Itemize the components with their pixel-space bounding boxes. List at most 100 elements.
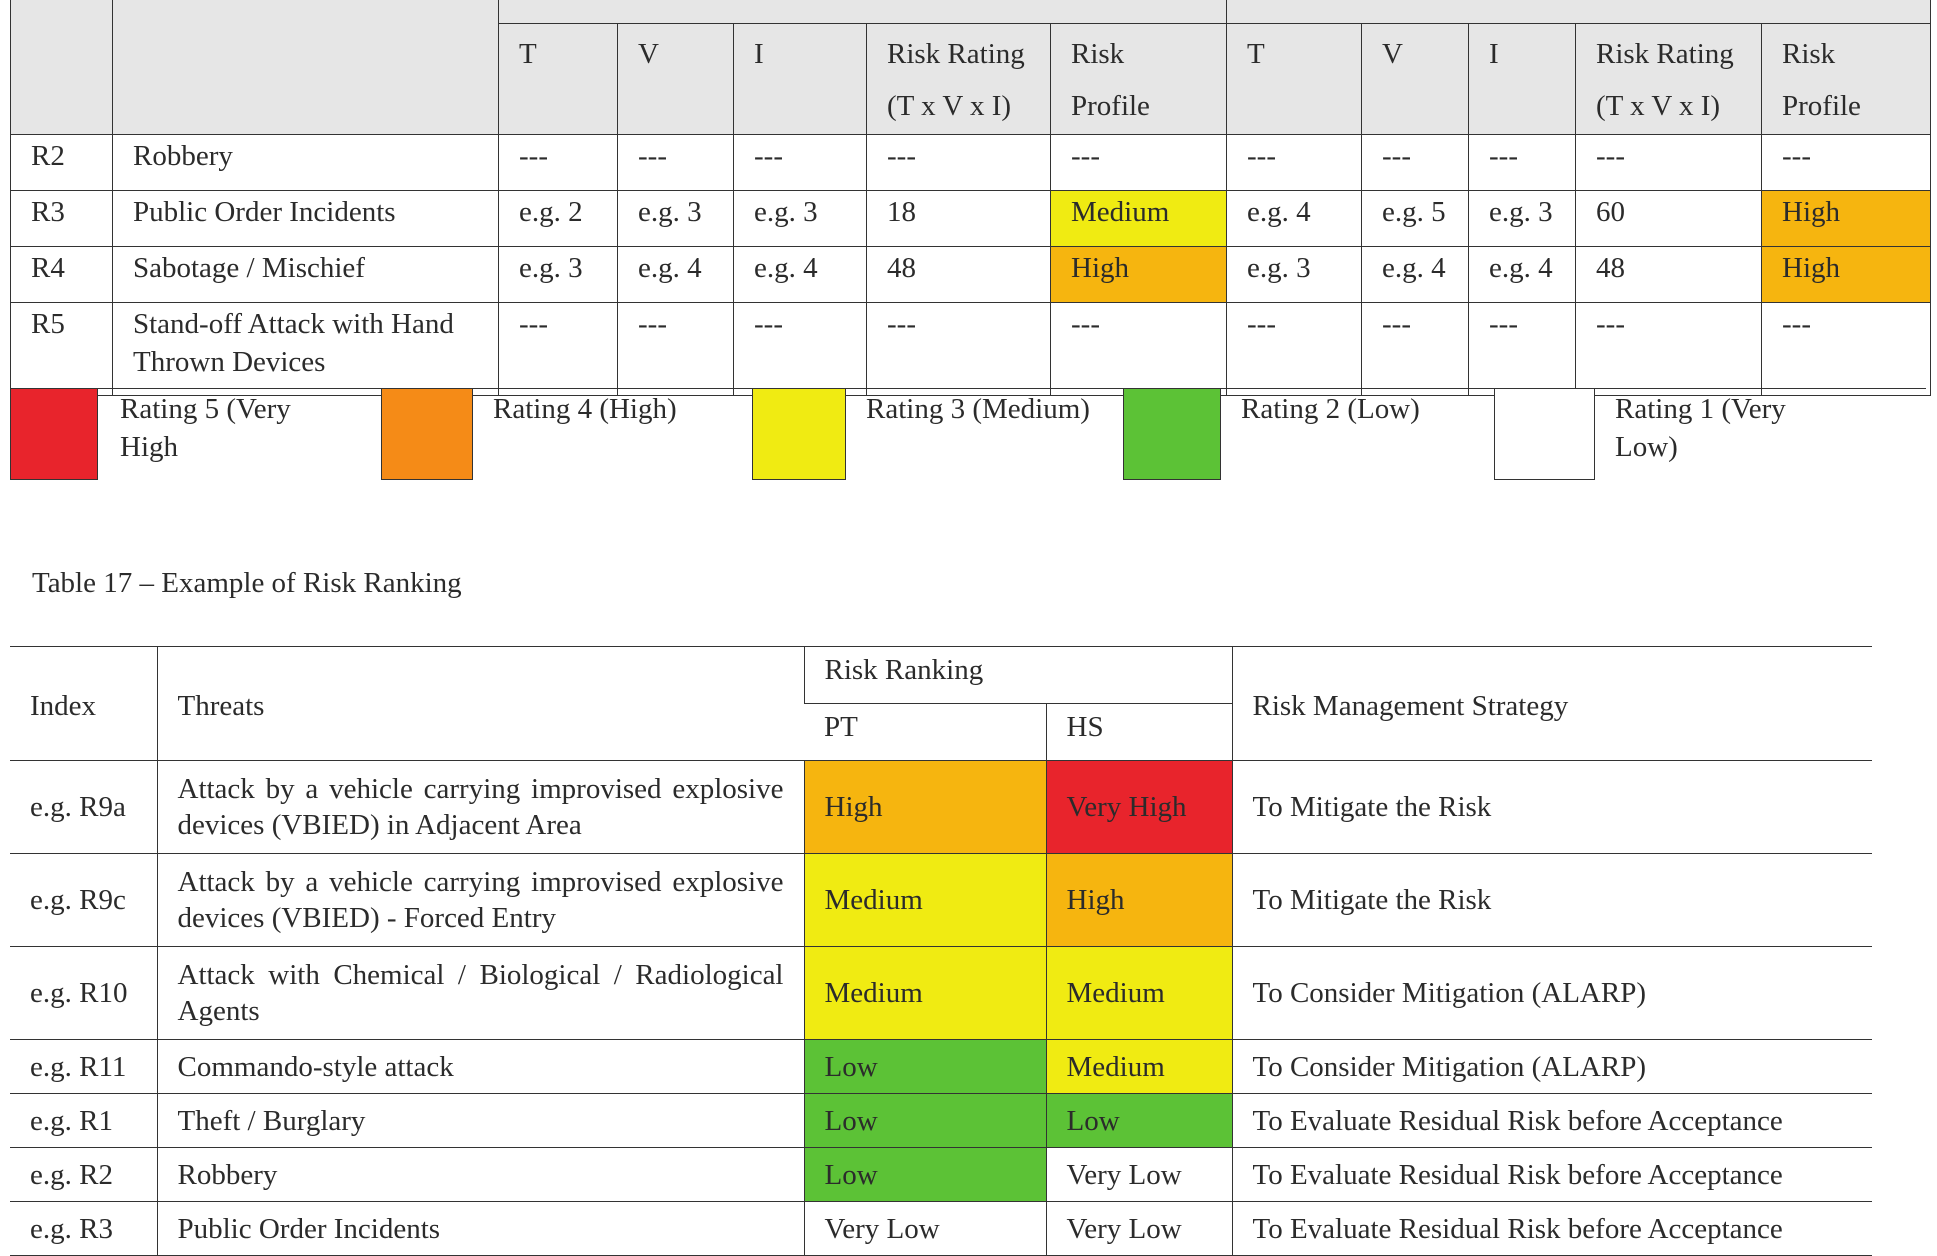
header-risk-ranking: Risk Ranking [803, 646, 1232, 704]
legend-label-very-low: Rating 1 (Very Low) [1615, 390, 1786, 466]
pt-cell: High [803, 760, 1046, 854]
header-hs: HS [1045, 703, 1232, 761]
strategy-cell: To Consider Mitigation (ALARP) [1231, 946, 1872, 1040]
pt-v-cell: e.g. 4 [617, 246, 734, 303]
pt-profile-cell: --- [1050, 302, 1227, 396]
index-cell: e.g. R11 [10, 1039, 157, 1094]
rating-legend: Rating 5 (Very High Rating 4 (High) Ratin… [10, 388, 1926, 480]
header-hs-risk-profile: Risk Profile [1760, 23, 1932, 135]
legend-label-very-high: Rating 5 (Very High [120, 390, 291, 466]
header-hs-risk-rating: Risk Rating (T x V x I) [1575, 23, 1762, 135]
hs-rating-cell: --- [1575, 302, 1762, 396]
table-row: e.g. R10 Attack with Chemical / Biologic… [10, 946, 1872, 1040]
header-sno: S/No. [10, 0, 113, 135]
threat-cell: Public Order Incidents [156, 1201, 804, 1256]
legend-swatch-very-low [1494, 388, 1595, 480]
pt-rating-cell: --- [866, 134, 1051, 191]
header-pt-risk-rating: Risk Rating (T x V x I) [866, 23, 1051, 135]
header-text: Risk [1071, 38, 1125, 70]
threat-cell: Stand-off Attack with Hand Thrown Devices [112, 302, 499, 396]
header-pt-v: V [617, 23, 734, 135]
pt-t-cell: --- [498, 302, 618, 396]
hs-i-cell: e.g. 3 [1468, 190, 1576, 247]
strategy-cell: To Mitigate the Risk [1231, 760, 1872, 854]
hs-profile-cell: High [1760, 190, 1932, 247]
hs-v-cell: e.g. 4 [1361, 246, 1469, 303]
legend-swatch-very-high [10, 388, 98, 480]
hs-cell: Very Low [1045, 1147, 1232, 1202]
hs-v-cell: --- [1361, 302, 1469, 396]
pt-cell: Low [803, 1147, 1046, 1202]
sno-cell: R5 [10, 302, 113, 396]
hs-v-cell: --- [1361, 134, 1469, 191]
header-hs: HS [1225, 0, 1932, 24]
sno-cell: R2 [10, 134, 113, 191]
strategy-cell: To Evaluate Residual Risk before Accepta… [1231, 1093, 1872, 1148]
table-caption: Table 17 – Example of Risk Ranking [32, 567, 462, 599]
header-pt-i: I [733, 23, 867, 135]
hs-rating-cell: --- [1575, 134, 1762, 191]
table-row: e.g. R2 Robbery Low Very Low To Evaluate… [10, 1147, 1872, 1202]
header-pt-t: T [498, 23, 618, 135]
hs-cell: Medium [1045, 946, 1232, 1040]
header-hs-v: V [1361, 23, 1469, 135]
header-text: Risk Rating [1596, 38, 1734, 70]
hs-cell: Low [1045, 1093, 1232, 1148]
threat-cell: Sabotage / Mischief [112, 246, 499, 303]
hs-i-cell: --- [1468, 302, 1576, 396]
hs-cell: Very Low [1045, 1201, 1232, 1256]
sno-cell: R4 [10, 246, 113, 303]
pt-i-cell: e.g. 4 [733, 246, 867, 303]
hs-cell: Medium [1045, 1039, 1232, 1094]
header-threat-scenarios: Threats Scenarios [112, 0, 499, 135]
header-pt: PT [804, 703, 1046, 761]
header-hs-t: T [1226, 23, 1362, 135]
index-cell: e.g. R9c [10, 853, 157, 947]
threat-cell: Commando-style attack [156, 1039, 804, 1094]
header-pt: PT [498, 0, 1227, 24]
header-threats: Threats [156, 646, 804, 761]
risk-ranking-table: Index Threats Risk Ranking Risk Manageme… [10, 646, 1872, 1256]
table-row: R4 Sabotage / Mischief e.g. 3 e.g. 4 e.g… [10, 246, 1932, 303]
pt-rating-cell: 48 [866, 246, 1051, 303]
table-row: e.g. R9c Attack by a vehicle carrying im… [10, 853, 1872, 947]
pt-cell: Low [803, 1039, 1046, 1094]
table-row: R3 Public Order Incidents e.g. 2 e.g. 3 … [10, 190, 1932, 247]
threat-text: Stand-off Attack with Hand [133, 308, 454, 340]
header-text: (T x V x I) [887, 90, 1012, 122]
hs-t-cell: --- [1226, 134, 1362, 191]
table-row: e.g. R3 Public Order Incidents Very Low … [10, 1201, 1872, 1256]
threat-cell: Public Order Incidents [112, 190, 499, 247]
header-index: Index [10, 646, 157, 761]
threat-cell: Attack by a vehicle carrying improvised … [156, 760, 804, 854]
header-strategy: Risk Management Strategy [1231, 646, 1872, 761]
header-text: (T x V x I) [1596, 90, 1721, 122]
pt-i-cell: --- [733, 302, 867, 396]
threat-cell: Theft / Burglary [156, 1093, 804, 1148]
legend-swatch-high [381, 388, 473, 480]
sno-cell: R3 [10, 190, 113, 247]
pt-i-cell: e.g. 3 [733, 190, 867, 247]
index-cell: e.g. R10 [10, 946, 157, 1040]
hs-profile-cell: --- [1760, 134, 1932, 191]
index-cell: e.g. R3 [10, 1201, 157, 1256]
pt-profile-cell: Medium [1050, 190, 1227, 247]
legend-swatch-low [1123, 388, 1221, 480]
pt-v-cell: --- [617, 302, 734, 396]
pt-rating-cell: 18 [866, 190, 1051, 247]
hs-t-cell: e.g. 3 [1226, 246, 1362, 303]
legend-divider [10, 388, 1926, 389]
table-row: R2 Robbery --- --- --- --- --- --- --- -… [10, 134, 1932, 191]
strategy-cell: To Mitigate the Risk [1231, 853, 1872, 947]
table-row: R5 Stand-off Attack with Hand Thrown Devi… [10, 302, 1932, 396]
legend-text: Rating 1 (Very [1615, 393, 1786, 425]
pt-cell: Medium [803, 946, 1046, 1040]
threat-text: Thrown Devices [133, 346, 326, 378]
hs-rating-cell: 48 [1575, 246, 1762, 303]
threat-cell: Robbery [112, 134, 499, 191]
legend-label-low: Rating 2 (Low) [1241, 393, 1420, 425]
threat-cell: Robbery [156, 1147, 804, 1202]
legend-label-high: Rating 4 (High) [493, 393, 677, 425]
legend-swatch-medium [752, 388, 846, 480]
pt-t-cell: e.g. 3 [498, 246, 618, 303]
